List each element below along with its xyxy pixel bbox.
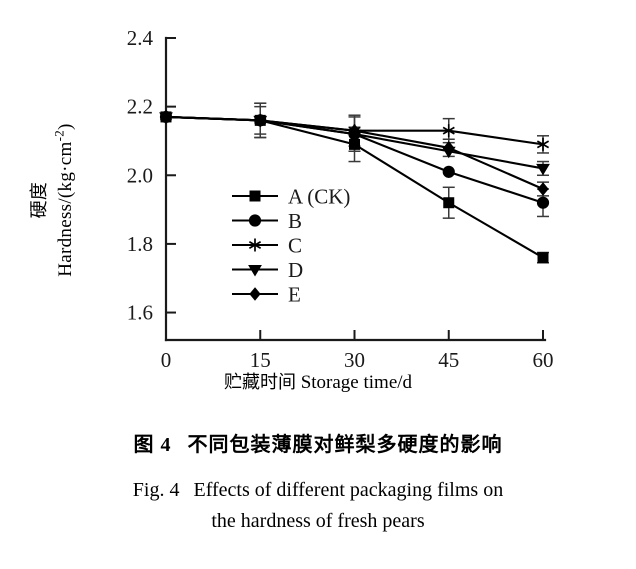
x-tick-label: 15 xyxy=(250,348,271,372)
y-axis-title: 硬度 Hardness/(kg·cm-2) xyxy=(29,85,77,315)
x-tick-label: 30 xyxy=(344,348,365,372)
y-tick-label: 1.8 xyxy=(127,232,153,256)
y-tick-label: 1.6 xyxy=(127,301,153,325)
caption-en-figure-number: Fig. 4 xyxy=(132,479,180,501)
x-axis-title-cn: 贮藏时间 xyxy=(223,372,296,393)
legend-item-label: A (CK) xyxy=(288,185,350,209)
caption-english: Fig. 4 Effects of different packaging fil… xyxy=(0,475,636,537)
chart-plot-area: 1.6 1.8 2.0 2.2 2.4 0 15 30 45 60 A (CK) B C D E 硬度 H… xyxy=(0,26,636,394)
chart-axes xyxy=(164,36,547,342)
y-axis-title-en: Hardness/(kg·cm-2) xyxy=(51,123,76,277)
caption-cn-text: 不同包装薄膜对鲜梨多硬度的影响 xyxy=(187,432,503,456)
x-tick-label: 60 xyxy=(533,348,554,372)
data-point-marker xyxy=(249,287,261,301)
y-axis-title-en-suffix: ) xyxy=(54,123,76,131)
data-point-marker xyxy=(536,140,550,149)
data-point-marker xyxy=(254,113,266,128)
data-point-marker xyxy=(536,196,550,209)
legend-item-label: B xyxy=(288,209,302,233)
caption-chinese: 图 4 不同包装薄膜对鲜梨多硬度的影响 xyxy=(0,428,636,457)
y-axis-title-cn: 硬度 xyxy=(28,181,50,219)
y-axis-title-en-exponent: -2 xyxy=(51,130,67,142)
legend-item-label: C xyxy=(288,234,302,258)
x-axis-title: 贮藏时间 Storage time/d xyxy=(0,368,636,394)
data-point-marker xyxy=(160,110,172,124)
data-point-marker xyxy=(443,197,455,209)
legend-item-label: D xyxy=(288,258,303,282)
caption-en-line1: Effects of different packaging films on xyxy=(193,479,504,501)
legend-item-label: E xyxy=(288,283,301,307)
data-point-marker xyxy=(442,165,455,178)
x-tick-label: 45 xyxy=(438,348,459,372)
data-point-marker xyxy=(537,182,549,196)
data-point-marker xyxy=(248,265,262,277)
chart-tick-labels: 1.6 1.8 2.0 2.2 2.4 0 15 30 45 60 xyxy=(127,26,554,372)
chart-series-group xyxy=(159,102,550,264)
y-tick-label: 2.2 xyxy=(127,95,153,119)
data-point-marker xyxy=(249,190,261,202)
data-point-marker xyxy=(536,163,550,176)
data-point-marker xyxy=(248,241,262,249)
data-point-marker xyxy=(537,252,549,264)
data-point-marker xyxy=(442,126,455,135)
caption-en-line2: the hardness of fresh pears xyxy=(211,510,425,532)
y-axis-title-en-prefix: Hardness/(kg·cm xyxy=(54,141,76,277)
x-tick-label: 0 xyxy=(161,348,172,372)
data-point-marker xyxy=(348,123,361,138)
data-point-marker xyxy=(443,141,455,155)
y-tick-label: 2.0 xyxy=(127,163,153,187)
data-point-marker xyxy=(248,214,262,227)
figure-caption: 图 4 不同包装薄膜对鲜梨多硬度的影响 Fig. 4 Effects of diff… xyxy=(0,428,636,537)
caption-cn-figure-number: 图 4 xyxy=(133,434,172,456)
y-tick-label: 2.4 xyxy=(127,26,154,50)
x-axis-title-en: Storage time/d xyxy=(300,372,413,393)
